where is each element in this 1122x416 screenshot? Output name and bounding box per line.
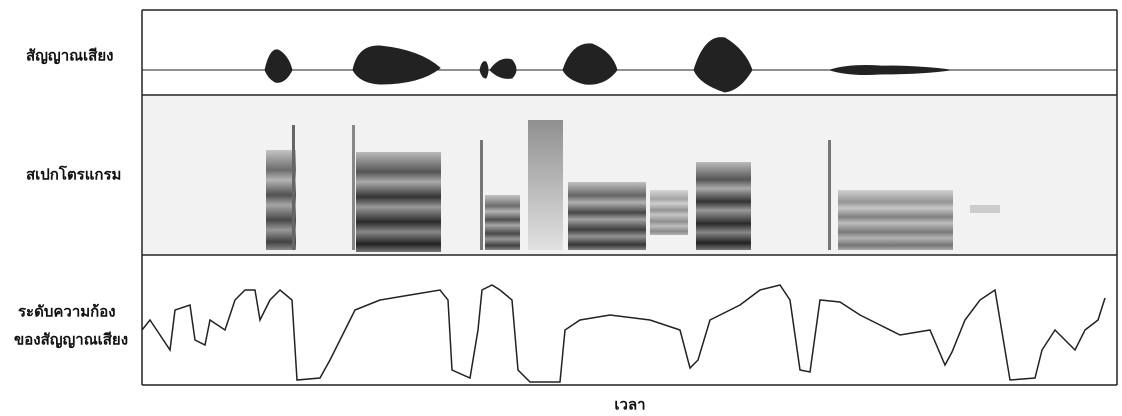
waveform — [142, 37, 1117, 93]
frame — [141, 9, 1118, 386]
panel-label: สัญญาณเสียง — [26, 47, 113, 65]
axis-label: เวลา — [614, 396, 645, 414]
voicing-curve — [141, 284, 1106, 383]
panel-label: ระดับความก้อง — [18, 303, 116, 321]
spectrogram — [143, 96, 1116, 254]
panel-label: ของสัญญาณเสียง — [14, 331, 128, 349]
panel-label: สเปกโตรแกรม — [26, 165, 121, 184]
